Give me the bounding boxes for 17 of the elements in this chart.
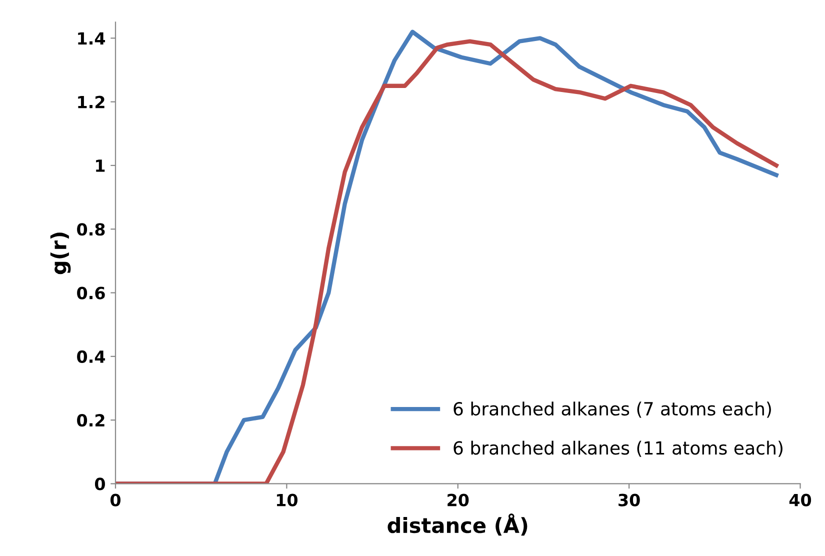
y-tick-label: 1 (96, 160, 105, 172)
x-tick-label: 0 (110, 494, 120, 506)
x-axis-title: distance (Å) (388, 514, 528, 536)
y-tick-label: 0 (94, 478, 105, 490)
y-tick-label: 0.2 (77, 414, 104, 427)
x-tick-label: 20 (448, 494, 469, 506)
y-tick-label: 1.4 (78, 32, 106, 44)
legend-label: 6 branched alkanes (11 atoms each) (454, 440, 782, 457)
x-tick-label: 30 (618, 494, 640, 506)
legend-label: 6 branched alkanes (7 atoms each) (454, 402, 771, 418)
y-axis-title: g(r) (50, 232, 71, 274)
y-tick-label: 0.6 (77, 286, 105, 300)
y-tick-label: 0.8 (77, 223, 105, 236)
y-tick-label: 0.4 (77, 350, 106, 363)
x-tick-label: 10 (276, 494, 298, 506)
x-tick-label: 40 (789, 494, 812, 506)
y-tick-label: 1.2 (78, 96, 104, 108)
